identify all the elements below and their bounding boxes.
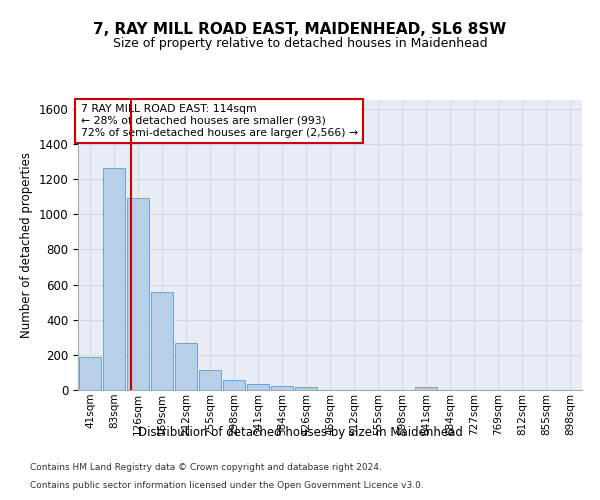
Text: 7, RAY MILL ROAD EAST, MAIDENHEAD, SL6 8SW: 7, RAY MILL ROAD EAST, MAIDENHEAD, SL6 8… (94, 22, 506, 38)
Bar (415, 388, 437, 390)
Bar (223, 380, 245, 390)
Bar (199, 370, 221, 390)
Y-axis label: Number of detached properties: Number of detached properties (20, 152, 33, 338)
Bar (103, 168, 125, 390)
Text: Contains public sector information licensed under the Open Government Licence v3: Contains public sector information licen… (30, 482, 424, 490)
Text: Contains HM Land Registry data © Crown copyright and database right 2024.: Contains HM Land Registry data © Crown c… (30, 463, 382, 472)
Bar (271, 386, 293, 390)
Bar (151, 292, 173, 390)
Bar (127, 198, 149, 390)
Text: 7 RAY MILL ROAD EAST: 114sqm
← 28% of detached houses are smaller (993)
72% of s: 7 RAY MILL ROAD EAST: 114sqm ← 28% of de… (80, 104, 358, 138)
Bar (79, 356, 101, 390)
Bar (295, 388, 317, 390)
Bar (175, 342, 197, 390)
Text: Size of property relative to detached houses in Maidenhead: Size of property relative to detached ho… (113, 38, 487, 51)
Text: Distribution of detached houses by size in Maidenhead: Distribution of detached houses by size … (137, 426, 463, 439)
Bar (247, 384, 269, 390)
